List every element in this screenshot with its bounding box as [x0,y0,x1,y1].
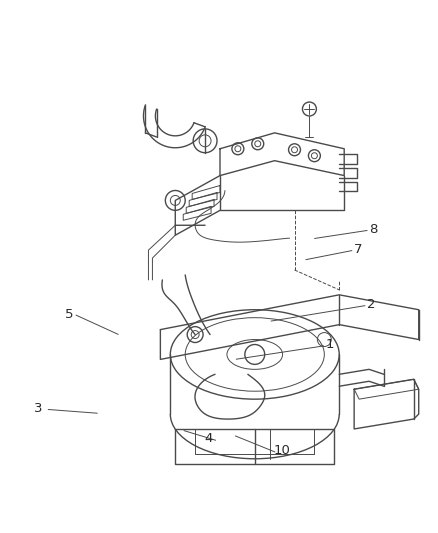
Text: 2: 2 [367,298,375,311]
Text: 8: 8 [369,223,378,236]
Text: 3: 3 [34,402,42,415]
Text: 1: 1 [326,338,334,351]
Text: 4: 4 [204,432,212,445]
Text: 5: 5 [64,308,73,321]
Text: 7: 7 [354,243,363,256]
Text: 10: 10 [274,445,290,457]
